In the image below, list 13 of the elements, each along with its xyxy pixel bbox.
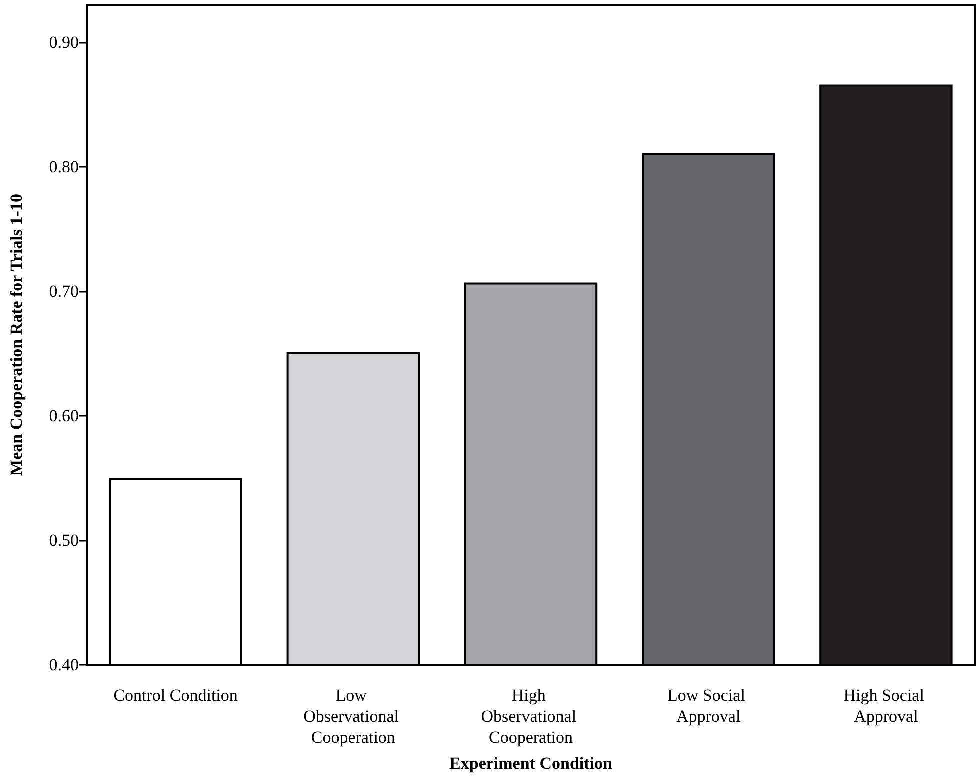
x-tick-label: Low Observational Cooperation	[304, 686, 404, 747]
y-tick-label: 0.80	[49, 157, 79, 176]
y-tick-label: 0.70	[49, 282, 79, 301]
x-tick-label: Control Condition	[114, 686, 238, 705]
y-tick-label: 0.50	[49, 530, 79, 550]
x-tick-label: High Social Approval	[844, 686, 929, 726]
y-tick-label: 0.40	[49, 656, 79, 674]
x-tick-label: High Observational Cooperation	[481, 686, 581, 747]
y-axis-title: Mean Cooperation Rate for Trials 1-10	[7, 194, 26, 476]
x-axis-title: Experiment Condition	[450, 754, 614, 773]
y-tick-label: 0.60	[49, 406, 79, 426]
y-tick-label: 0.90	[49, 32, 79, 52]
x-tick-label: Low Social Approval	[668, 686, 750, 726]
